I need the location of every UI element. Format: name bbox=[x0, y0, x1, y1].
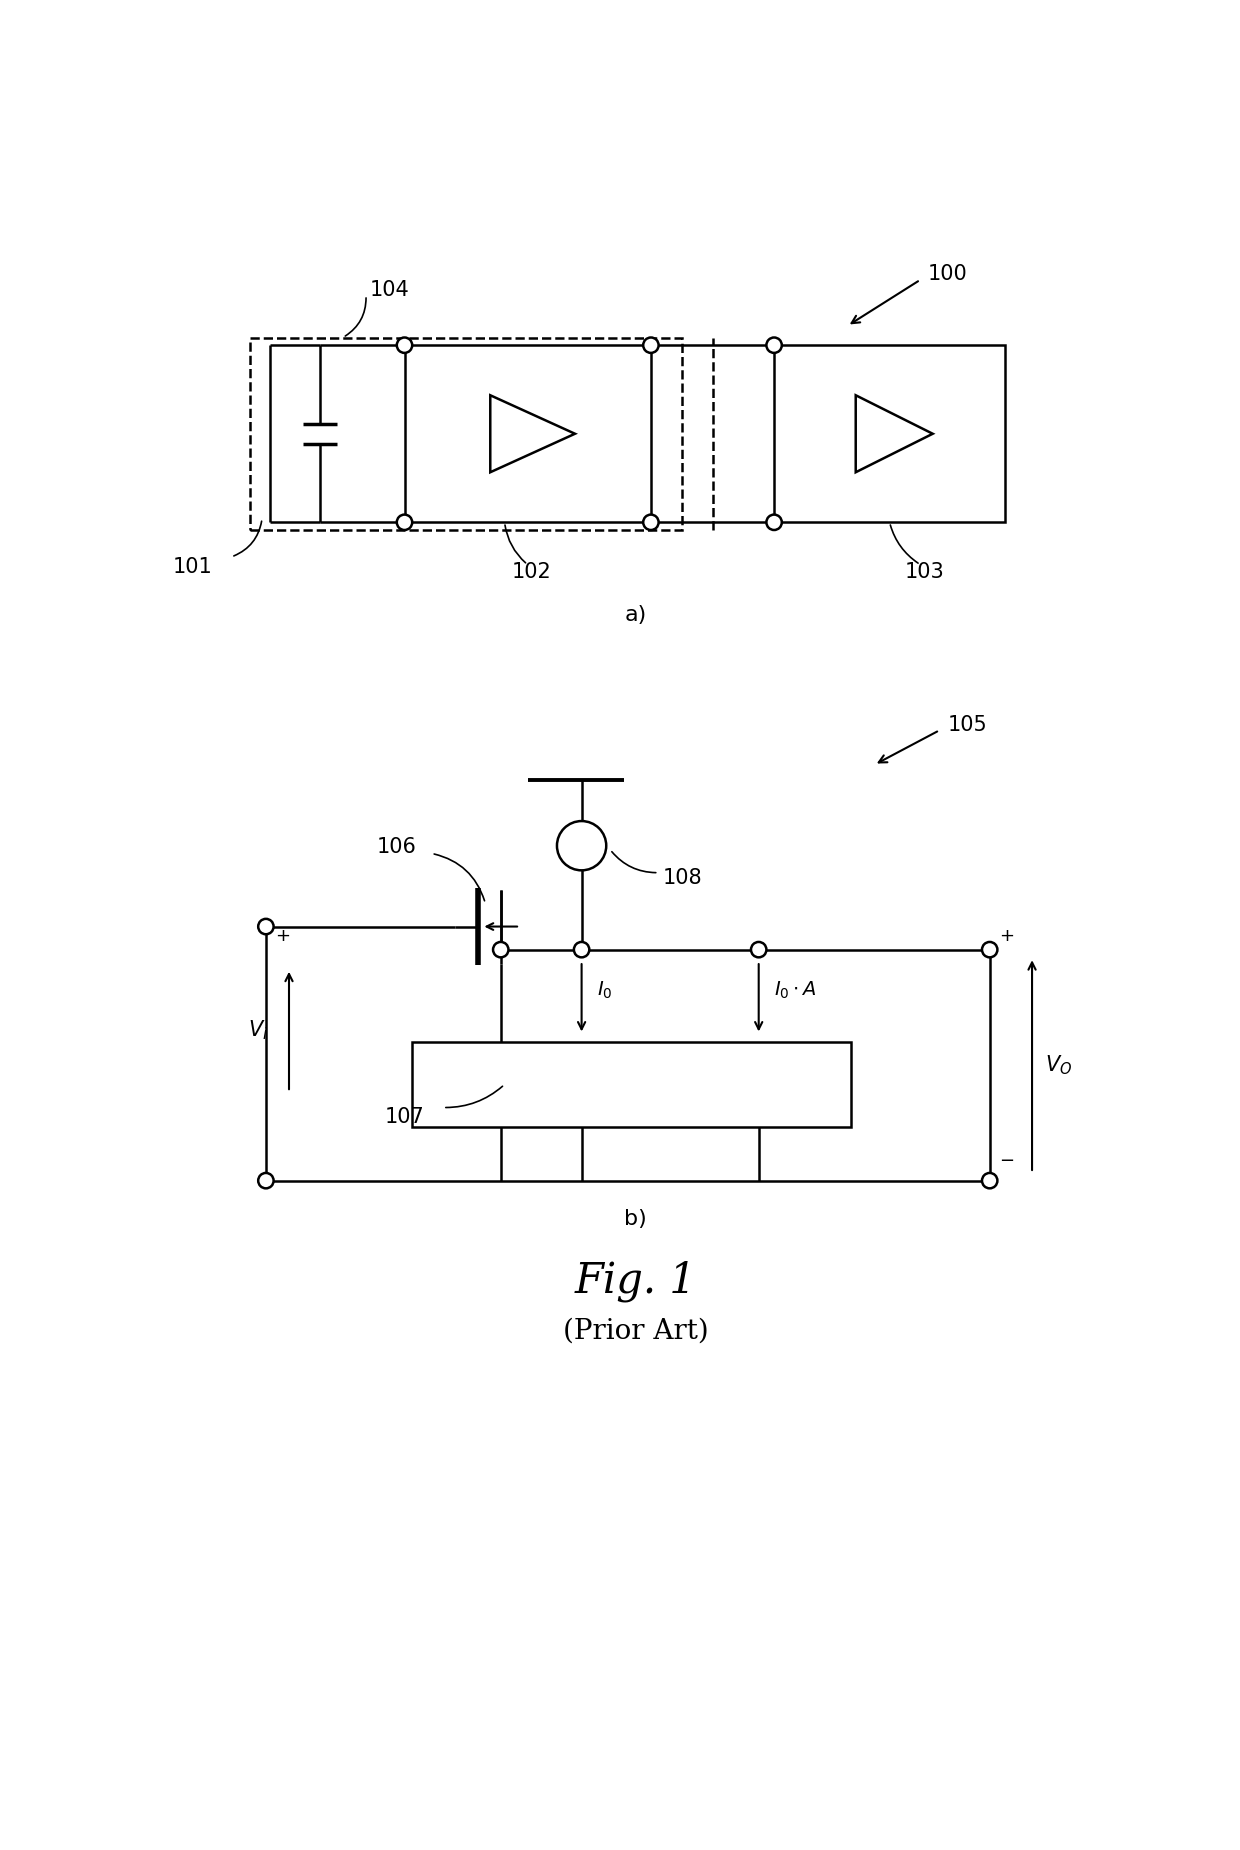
Text: $I_0$: $I_0$ bbox=[596, 979, 613, 1001]
Text: Fig. 1: Fig. 1 bbox=[574, 1260, 697, 1302]
Circle shape bbox=[982, 1173, 997, 1188]
Text: 101: 101 bbox=[172, 557, 212, 577]
Text: −: − bbox=[999, 1153, 1014, 1171]
Circle shape bbox=[397, 337, 412, 353]
Bar bbox=[250, 337, 682, 529]
Circle shape bbox=[258, 919, 274, 934]
Polygon shape bbox=[490, 396, 575, 472]
Circle shape bbox=[982, 942, 997, 956]
Text: −: − bbox=[572, 834, 591, 858]
Text: $V_O$: $V_O$ bbox=[1045, 1053, 1073, 1077]
Circle shape bbox=[557, 821, 606, 869]
Circle shape bbox=[751, 942, 766, 956]
Circle shape bbox=[258, 1173, 274, 1188]
Text: (Prior Art): (Prior Art) bbox=[563, 1317, 708, 1345]
Bar bbox=[404, 346, 651, 522]
Text: 106: 106 bbox=[377, 838, 417, 857]
Circle shape bbox=[644, 514, 658, 529]
Text: 104: 104 bbox=[370, 279, 409, 300]
Circle shape bbox=[397, 514, 412, 529]
Text: 108: 108 bbox=[662, 868, 702, 888]
Text: a): a) bbox=[625, 605, 646, 625]
Circle shape bbox=[574, 942, 589, 956]
Text: 105: 105 bbox=[947, 714, 987, 734]
Text: $V_i$: $V_i$ bbox=[248, 1019, 268, 1042]
Text: 102: 102 bbox=[512, 562, 552, 583]
Text: +: + bbox=[999, 927, 1014, 945]
Circle shape bbox=[766, 337, 781, 353]
Text: $I_0 \cdot A$: $I_0 \cdot A$ bbox=[774, 979, 817, 1001]
Text: +: + bbox=[275, 927, 290, 945]
Circle shape bbox=[644, 337, 658, 353]
Circle shape bbox=[494, 942, 508, 956]
Bar bbox=[774, 346, 1006, 522]
Text: 103: 103 bbox=[904, 562, 944, 583]
Text: 107: 107 bbox=[384, 1106, 424, 1127]
Polygon shape bbox=[856, 396, 932, 472]
Text: 100: 100 bbox=[928, 265, 968, 285]
Circle shape bbox=[766, 514, 781, 529]
Text: b): b) bbox=[624, 1210, 647, 1228]
Bar bbox=[412, 1042, 851, 1127]
